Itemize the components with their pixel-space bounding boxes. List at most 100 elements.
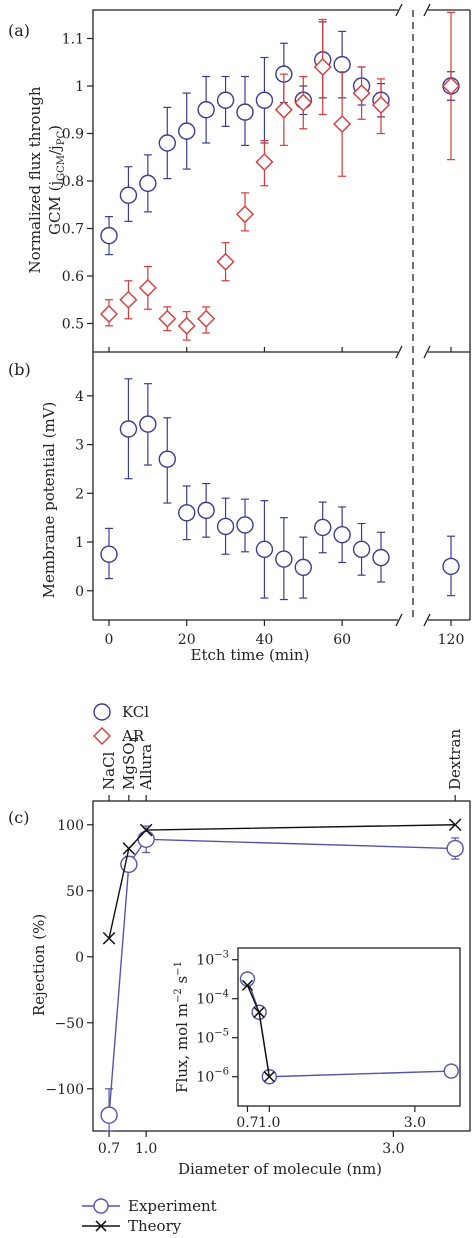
- panel-c-ylabel: Rejection (%): [30, 914, 48, 1016]
- inset-series-line: [246, 978, 452, 1078]
- inset-series-experiment: [239, 971, 459, 1085]
- panel-c-xlabel: Diameter of molecule (nm): [178, 1160, 382, 1178]
- data-point: [139, 823, 153, 837]
- data-point: [372, 548, 390, 567]
- data-point: [333, 526, 351, 544]
- data-point: [197, 309, 216, 328]
- inset-y-tick-label: 10−3: [196, 950, 229, 969]
- series-ar: [100, 11, 460, 341]
- panel-label-b: (b): [8, 360, 31, 379]
- legend-label-theory: Theory: [128, 1217, 182, 1235]
- data-point: [294, 93, 313, 112]
- panel-a-plot: 0.5 0.6 0.7 0.8 0.9 1 1.1: [62, 11, 460, 352]
- y-tick-label: 50: [66, 884, 84, 900]
- y-tick-label: 0.8: [62, 174, 84, 190]
- series-line: [108, 838, 456, 1116]
- inset-data-point: [241, 979, 254, 991]
- data-point: [236, 103, 254, 121]
- panel-b-ylabel: Membrane potential (mV): [40, 402, 58, 599]
- top-label: Dextran: [446, 728, 464, 790]
- inset-data-point: [443, 1063, 459, 1079]
- inset-frame: [237, 947, 461, 1107]
- series-kcl: [100, 21, 460, 256]
- legend-ab: KCl AR: [93, 703, 149, 745]
- data-point: [119, 420, 138, 438]
- y-tick-label: 0.7: [62, 222, 84, 238]
- x-tick-label: 60: [333, 632, 351, 648]
- x-tick-label: 40: [256, 632, 274, 648]
- x-tick-label: 3.0: [382, 1141, 404, 1157]
- data-point: [314, 518, 332, 537]
- y-tick-label: 1: [75, 535, 84, 551]
- data-point: [274, 100, 293, 119]
- data-point: [197, 501, 215, 520]
- data-point: [119, 290, 138, 309]
- y-tick-label: 1: [75, 79, 84, 95]
- panel-b-xlabel: Etch time (min): [191, 646, 310, 664]
- data-point: [139, 174, 157, 193]
- inset-series-line: [246, 985, 270, 1077]
- inset-y-tick-label: 10−6: [196, 1067, 229, 1086]
- panel-a-ylabel-line2: GCM (jGCM/jPC): [46, 125, 67, 235]
- data-point: [255, 153, 274, 171]
- legend-marker-ar: [93, 727, 111, 745]
- legend-label-ar: AR: [121, 727, 145, 745]
- series-kcl: [100, 378, 460, 601]
- data-point: [138, 278, 157, 297]
- data-point: [372, 96, 390, 114]
- data-point: [352, 540, 371, 559]
- legend-marker-theory: [95, 1220, 107, 1232]
- legend-marker-experiment: [93, 1198, 109, 1214]
- y-tick-label: 0.9: [62, 127, 84, 143]
- data-point: [177, 316, 196, 335]
- panel-a-ylabel-line1: Normalized flux through: [26, 86, 44, 273]
- data-point: [158, 309, 177, 328]
- data-point: [119, 186, 138, 204]
- top-label: Allura: [137, 744, 155, 791]
- data-point: [158, 134, 176, 152]
- panel-label-c: (c): [8, 808, 29, 827]
- y-tick-label: 100: [57, 818, 84, 834]
- legend-label-experiment: Experiment: [128, 1197, 217, 1215]
- y-tick-label: 0.6: [62, 269, 84, 285]
- data-point: [197, 101, 215, 119]
- data-point: [216, 91, 235, 109]
- data-point: [275, 550, 293, 568]
- inset-x-tick-label: 0.7: [236, 1115, 258, 1131]
- panel-a-ylabel: Normalized flux through GCM (jGCM/jPC): [26, 86, 67, 273]
- y-tick-label: 2: [75, 486, 84, 502]
- series-theory: [102, 818, 462, 945]
- data-point: [333, 55, 351, 74]
- y-tick-label: 0: [75, 950, 84, 966]
- top-label: NaCl: [100, 751, 118, 790]
- series-line: [108, 824, 456, 939]
- panel-c-frame: [92, 800, 471, 1132]
- data-point: [122, 842, 136, 855]
- data-point: [236, 516, 254, 534]
- y-tick-label: −50: [54, 1016, 84, 1032]
- y-tick-label: 1.1: [62, 32, 84, 48]
- legend-marker-kcl: [93, 703, 111, 721]
- series-experiment: [100, 825, 464, 1132]
- data-point: [255, 91, 274, 109]
- y-tick-label: 4: [75, 389, 84, 405]
- inset-y-tick-label: 10−5: [196, 1028, 229, 1047]
- data-point: [120, 855, 138, 874]
- inset-data-point: [253, 1006, 265, 1018]
- data-point: [255, 540, 274, 559]
- inset-ylabel: Flux, mol m−2 s−1: [173, 961, 191, 1093]
- axis-break-marks: [395, 3, 431, 627]
- y-tick-label: 0: [75, 584, 84, 600]
- inset-y-tick-label: 10−4: [196, 989, 229, 1008]
- x-tick-label: 0: [105, 632, 114, 648]
- y-tick-label: 0.5: [62, 317, 84, 333]
- data-point: [158, 450, 176, 468]
- data-point: [236, 205, 254, 224]
- data-point: [216, 517, 235, 536]
- y-tick-label: −100: [46, 1082, 84, 1098]
- data-point: [448, 818, 462, 832]
- top-label: MgSO4: [120, 736, 141, 790]
